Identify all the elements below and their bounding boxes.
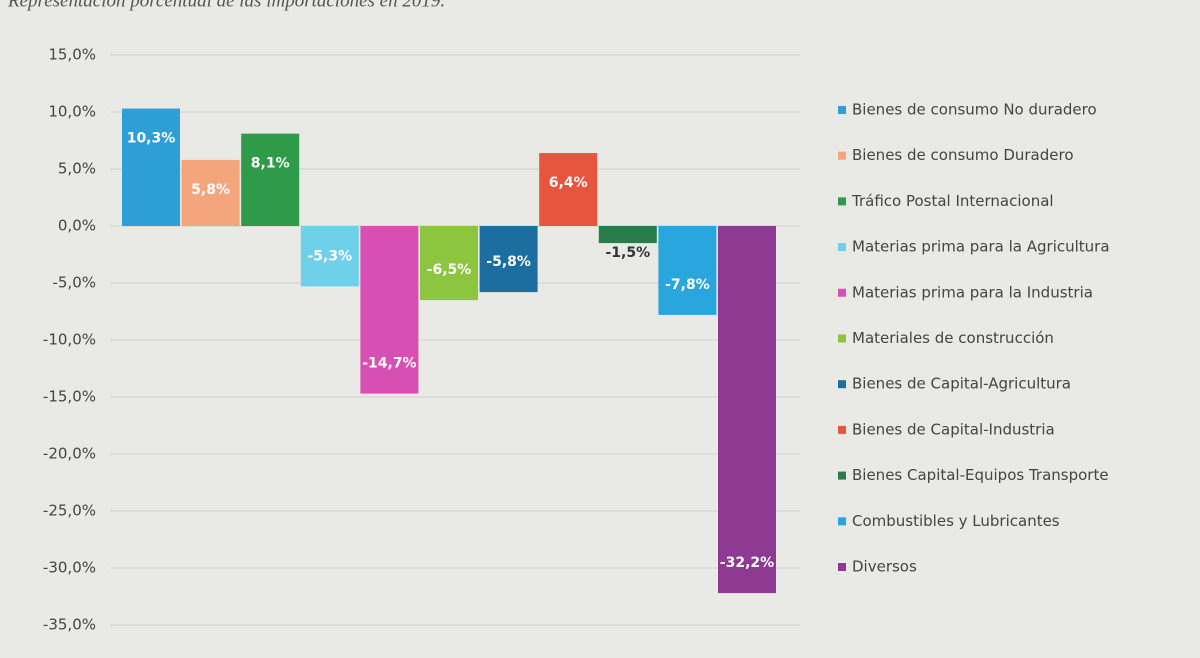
legend-swatch xyxy=(838,471,846,480)
value-label: -5,3% xyxy=(307,248,352,264)
legend-swatch xyxy=(838,197,846,206)
bar xyxy=(539,153,598,226)
legend-swatch xyxy=(838,425,846,434)
legend-label: Tráfico Postal Internacional xyxy=(851,192,1054,210)
bar xyxy=(420,226,478,301)
legend-swatch xyxy=(838,563,846,571)
y-tick-label: -5,0% xyxy=(52,274,96,292)
legend-label: Materiales de construcción xyxy=(852,329,1054,347)
bar xyxy=(658,226,717,315)
bar xyxy=(181,159,240,226)
y-tick-label: -35,0% xyxy=(43,616,96,634)
legend-swatch xyxy=(838,106,846,114)
bar xyxy=(718,226,776,594)
bar xyxy=(479,226,538,293)
bar xyxy=(300,226,359,287)
legend-label: Materias prima para la Agricultura xyxy=(852,238,1110,256)
legend-swatch xyxy=(838,243,846,252)
legend-label: Bienes de consumo No duradero xyxy=(852,101,1097,119)
legend-swatch xyxy=(838,517,846,526)
value-label: 5,8% xyxy=(191,182,230,198)
bar xyxy=(360,226,419,394)
legend-swatch xyxy=(838,288,846,297)
y-tick-label: 10,0% xyxy=(48,103,96,121)
bar xyxy=(241,133,300,226)
chart-title: Representación porcentual de las importa… xyxy=(7,0,445,11)
value-label: 6,4% xyxy=(549,175,588,191)
value-label: -7,8% xyxy=(665,277,710,293)
value-label: -1,5% xyxy=(605,245,650,261)
y-tick-label: -10,0% xyxy=(43,331,96,349)
value-label: -32,2% xyxy=(720,555,774,571)
legend-label: Materias prima para la Industria xyxy=(852,283,1093,301)
legend-label: Bienes Capital-Equipos Transporte xyxy=(852,466,1109,484)
y-tick-label: 15,0% xyxy=(48,46,96,64)
bar xyxy=(122,108,180,226)
y-tick-label: -15,0% xyxy=(43,388,96,406)
value-label: 10,3% xyxy=(127,131,176,147)
legend-swatch xyxy=(838,151,846,160)
legend-swatch xyxy=(838,334,846,343)
legend-label: Diversos xyxy=(852,558,917,576)
value-label: -5,8% xyxy=(486,254,531,270)
y-tick-label: -20,0% xyxy=(43,445,96,463)
legend-label: Bienes de consumo Duradero xyxy=(852,146,1074,164)
bar xyxy=(598,226,657,244)
y-tick-label: 0,0% xyxy=(58,217,96,235)
value-label: -14,7% xyxy=(362,356,416,372)
legend-swatch xyxy=(838,380,846,389)
y-tick-label: -25,0% xyxy=(43,502,96,520)
value-label: 8,1% xyxy=(251,156,290,172)
value-label: -6,5% xyxy=(427,262,472,278)
legend-label: Bienes de Capital-Industria xyxy=(852,420,1055,438)
y-tick-label: 5,0% xyxy=(58,160,96,178)
legend-label: Bienes de Capital-Agricultura xyxy=(852,375,1071,393)
legend-label: Combustibles y Lubricantes xyxy=(852,512,1060,530)
y-tick-label: -30,0% xyxy=(43,559,96,577)
